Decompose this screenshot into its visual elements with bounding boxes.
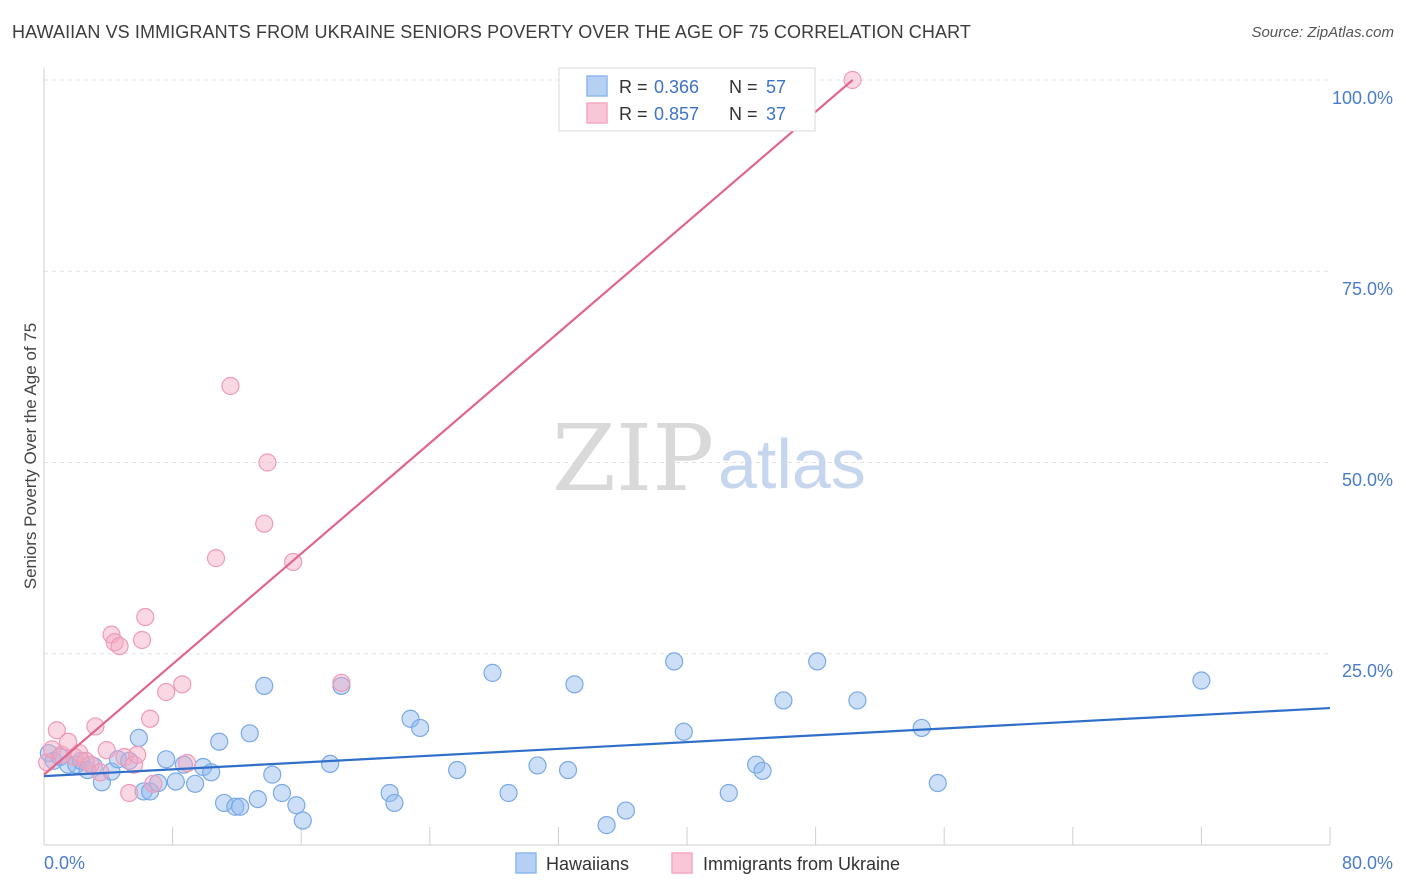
ukraine-point-22	[144, 774, 163, 793]
hawaiians-point-53	[808, 652, 827, 671]
hawaiians-point-32	[293, 811, 312, 830]
watermark-zip: ZIP	[552, 405, 714, 512]
ukraine-point-9	[86, 717, 105, 736]
hawaiians-point-54	[848, 691, 867, 710]
hawaiians-point-28	[255, 676, 274, 695]
ukraine-point-2	[47, 721, 66, 740]
x-tick-label-max: 80.0%	[1342, 853, 1393, 873]
y-tick-label-50: 50.0%	[1342, 470, 1393, 490]
hawaiians-point-33	[321, 754, 340, 774]
ukraine-point-21	[140, 709, 160, 728]
legend-r-value-hawaiians: 0.366	[654, 77, 699, 97]
hawaiians-point-26	[240, 724, 259, 743]
ukraine-point-11	[97, 741, 116, 760]
hawaiians-point-29	[263, 765, 282, 784]
hawaiians-point-49	[719, 783, 738, 803]
legend-n-value-hawaiians: 57	[766, 77, 786, 97]
hawaiians-point-41	[499, 783, 518, 803]
series-hawaiians	[39, 652, 1211, 835]
hawaiians-point-37	[401, 709, 420, 728]
hawaiians-point-27	[248, 789, 267, 809]
y-tick-label-25: 25.0%	[1342, 661, 1393, 681]
hawaiians-point-30	[272, 783, 292, 803]
hawaiians-point-13	[134, 782, 153, 801]
series-ukraine	[38, 70, 862, 803]
ukraine-trend-line	[43, 79, 854, 776]
ukraine-point-31	[332, 673, 351, 692]
watermark: ZIP atlas	[552, 405, 866, 512]
hawaiians-point-16	[157, 750, 176, 769]
hawaiians-point-55	[912, 718, 931, 738]
ukraine-point-26	[206, 549, 226, 568]
hawaiians-point-15	[149, 773, 168, 793]
watermark-atlas: atlas	[718, 425, 866, 503]
hawaiians-point-25	[231, 797, 250, 816]
legend-swatch-hawaiians	[586, 75, 608, 97]
hawaiians-point-43	[558, 760, 578, 780]
legend-r-value-ukraine: 0.857	[654, 104, 699, 124]
ukraine-point-24	[173, 675, 192, 694]
legend-r-label-hawaiians: R =	[619, 77, 648, 97]
hawaiians-point-42	[528, 756, 547, 775]
hawaiians-point-12	[129, 728, 148, 748]
hawaiians-point-22	[210, 732, 229, 751]
hawaiians-point-39	[448, 760, 467, 780]
hawaiians-point-19	[186, 774, 205, 793]
chart-title: HAWAIIAN VS IMMIGRANTS FROM UKRAINE SENI…	[12, 22, 971, 42]
bottom-legend-swatch-ukraine	[671, 852, 693, 874]
x-axis	[43, 68, 1331, 846]
ukraine-point-17	[124, 755, 144, 774]
ukraine-point-18	[128, 745, 147, 764]
legend-n-label-ukraine: N =	[729, 104, 758, 124]
hawaiians-point-45	[597, 816, 616, 835]
ukraine-point-16	[120, 783, 139, 803]
legend-top: R = 0.366 N = 57 R = 0.857 N = 37	[558, 67, 816, 132]
y-tick-label-100: 100.0%	[1332, 88, 1393, 108]
hawaiians-point-48	[674, 722, 693, 741]
hawaiians-point-52	[774, 691, 793, 710]
source-label: Source: ZipAtlas.com	[1251, 24, 1394, 41]
ukraine-point-28	[255, 514, 274, 533]
ukraine-point-20	[136, 607, 155, 627]
y-axis-title: Seniors Poverty Over the Age of 75	[21, 323, 40, 589]
legend-n-label-hawaiians: N =	[729, 77, 758, 97]
hawaiians-point-17	[166, 772, 185, 791]
hawaiians-point-38	[411, 718, 430, 738]
legend-n-value-ukraine: 37	[766, 104, 786, 124]
legend-swatch-ukraine	[586, 102, 608, 124]
legend-r-label-ukraine: R =	[619, 104, 648, 124]
ukraine-point-27	[221, 376, 240, 396]
y-tick-label-75: 75.0%	[1342, 279, 1393, 299]
hawaiians-point-31	[287, 796, 306, 815]
ukraine-point-4	[59, 732, 78, 751]
ukraine-point-29	[258, 453, 277, 472]
hawaiians-point-44	[565, 675, 584, 694]
gridlines	[44, 79, 1330, 655]
hawaiians-point-24	[226, 797, 245, 816]
legend-bottom: Hawaiians Immigrants from Ukraine	[515, 852, 900, 874]
hawaiians-point-36	[385, 793, 404, 813]
bottom-legend-label-hawaiians: Hawaiians	[546, 854, 629, 874]
hawaiians-point-51	[753, 761, 772, 780]
hawaiians-trend-line	[43, 706, 1331, 778]
ukraine-point-1	[42, 740, 62, 759]
bottom-legend-swatch-hawaiians	[515, 852, 537, 874]
hawaiians-point-56	[928, 773, 947, 793]
ukraine-point-14	[110, 636, 129, 656]
trend-lines	[43, 79, 1331, 778]
hawaiians-point-46	[616, 801, 636, 820]
hawaiians-point-40	[483, 663, 502, 682]
hawaiians-point-47	[665, 652, 684, 671]
hawaiians-point-57	[1192, 671, 1211, 690]
ukraine-point-19	[132, 630, 152, 650]
hawaiians-point-35	[380, 783, 399, 803]
ukraine-point-23	[157, 682, 176, 702]
x-tick-label-min: 0.0%	[44, 853, 85, 873]
bottom-legend-label-ukraine: Immigrants from Ukraine	[703, 854, 900, 874]
